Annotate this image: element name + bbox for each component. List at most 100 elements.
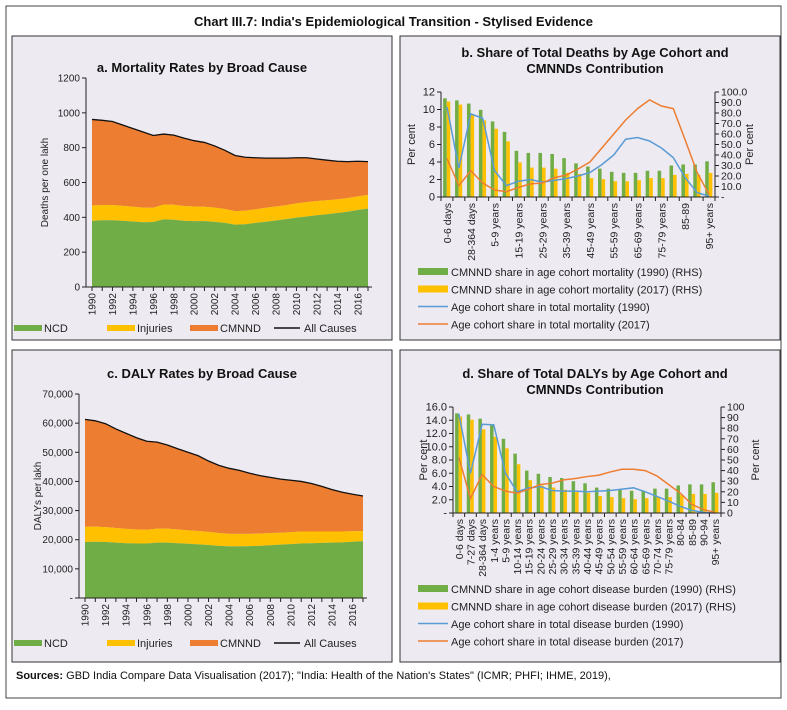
panel-d-right-tick-label: 10: [727, 497, 739, 509]
panel-d-x-tick-label: 30-34 years: [559, 519, 571, 574]
sources-note: Sources: GBD India Compare Data Visualis…: [16, 670, 611, 682]
panel-a-y-tick-label: 0: [74, 283, 80, 294]
panel-d-left-tick-label: 4.0: [432, 481, 447, 493]
panel-c-legend-swatch-cmnnd: [190, 640, 218, 646]
panel-d-bar-2017: [528, 480, 533, 513]
panel-b-left-tick-label: 12: [423, 87, 435, 99]
panel-d-x-tick-label: 50-54 years: [605, 519, 617, 574]
panel-b-bar-2017: [482, 120, 487, 197]
panel-d-legend-swatch: [418, 585, 448, 592]
panel-b-bar-1990: [681, 164, 685, 197]
panel-d-left-tick-label: 14.0: [426, 415, 447, 427]
panel-d-bar-1990: [606, 488, 611, 513]
panel-d-legend-label: Age cohort share in total disease burden…: [451, 637, 683, 649]
panel-b-bar-2017: [530, 167, 534, 197]
panel-c-legend-swatch-ncd: [14, 640, 42, 646]
panel-a-y-tick-label: 200: [63, 248, 80, 259]
panel-b-bar-1990: [693, 164, 697, 197]
panel-b-bar-2017: [577, 173, 582, 197]
panel-c-x-tick-label: 2014: [328, 604, 339, 627]
panel-c-x-tick-label: 2002: [204, 604, 215, 627]
panel-b-x-tick-label: 25-29 years: [537, 203, 549, 258]
panel-b-bar-2017: [589, 178, 594, 197]
panel-c-y-tick-label: 10,000: [42, 564, 73, 575]
panel-d-right-axis-label: Per cent: [750, 440, 762, 481]
panel-c-legend-label: CMNND: [220, 638, 261, 650]
panel-d-right-tick-label: 30: [727, 476, 739, 488]
panel-b-bar-1990: [466, 103, 471, 197]
panel-d-bar-2017: [679, 494, 684, 513]
panel-d-bar-1990: [676, 485, 680, 513]
panel-b-bar-1990: [657, 170, 662, 197]
panel-b-right-tick-label: 70.0: [721, 118, 742, 130]
panel-d-bar-2017: [668, 497, 672, 513]
panel-b-bar-2017: [494, 128, 498, 197]
panel-d-bar-2017: [621, 498, 626, 513]
panel-d-left-tick-label: 2.0: [432, 494, 447, 506]
panel-a-injuries-area: [92, 195, 368, 225]
panel-b-bar-2017: [553, 168, 558, 197]
panel-b-bar-1990: [645, 170, 650, 197]
panel-a-x-tick-label: 1998: [169, 293, 180, 316]
panel-a-y-tick-label: 600: [63, 178, 80, 189]
panel-b-legend-label: CMNND share in age cohort mortality (199…: [451, 267, 702, 279]
panel-d-x-tick-label: 10-14 years: [512, 519, 524, 574]
panel-a-x-tick-label: 2012: [312, 293, 323, 316]
panel-d-legend-swatch: [418, 602, 448, 610]
panel-a-x-tick-label: 2006: [251, 293, 262, 316]
panel-a-legend-label: CMNND: [220, 323, 261, 335]
panel-c-x-tick-label: 2006: [245, 604, 256, 627]
panel-d-bar-2017: [645, 498, 649, 513]
panel-b-legend-swatch: [418, 268, 448, 275]
panel-b-x-tick-label: 85-89: [680, 203, 692, 230]
panel-a-x-tick-label: 2010: [292, 293, 303, 316]
panel-a-legend-label: NCD: [44, 323, 68, 335]
panel-a-x-tick-label: 1992: [108, 293, 119, 316]
panel-a-all-causes-line: [91, 118, 369, 163]
panel-a-x-tick-label: 1996: [149, 293, 160, 316]
panel-d-legend-label: Age cohort share in total disease burden…: [451, 619, 683, 631]
panel-d-bar-2017: [551, 487, 556, 513]
panel-b-left-tick-label: 10: [423, 104, 435, 116]
panel-b-right-tick-label: -: [721, 192, 725, 204]
panel-d-bar-2017: [493, 436, 498, 513]
panel-b-right-tick-label: 30.0: [721, 160, 742, 172]
panel-d-bar-2017: [540, 485, 544, 513]
panel-b-left-tick-label: 6: [429, 139, 435, 151]
panel-d-bar-1990: [688, 484, 692, 513]
panel-b-bar-1990: [538, 152, 543, 197]
panel-a-y-axis-label: Deaths per one lakh: [40, 138, 51, 228]
panel-d-left-tick-label: 12.0: [426, 428, 447, 440]
panel-b-bar-2017: [661, 178, 665, 197]
panel-c-x-tick-label: 2008: [266, 604, 277, 627]
panel-d-x-tick-label: 35-39 years: [570, 519, 582, 574]
panel-c-y-axis-label: DALYs per lakh: [33, 462, 44, 531]
panel-d-x-tick-label: 75-79 years: [664, 519, 676, 574]
panel-b-bar-1990: [705, 161, 709, 197]
panel-a-legend-swatch-injuries: [107, 325, 135, 331]
panel-d-bar-1990: [699, 484, 704, 513]
panel-d-right-tick-label: 70: [727, 433, 739, 445]
panel-b-left-axis-label: Per cent: [406, 124, 418, 165]
panel-d-bar-1990: [571, 481, 576, 513]
panel-b-right-tick-label: 90.0: [721, 97, 742, 109]
panel-b-bar-2017: [696, 174, 701, 197]
panel-c-legend-label: All Causes: [304, 638, 357, 650]
panel-b-bar-2017: [649, 178, 653, 197]
panel-b-bar-1990: [443, 98, 447, 197]
panel-d-bar-1990: [525, 470, 529, 513]
panel-c-x-tick-label: 2004: [225, 604, 236, 627]
panel-a-x-tick-label: 2000: [190, 293, 201, 316]
panel-b-left-tick-label: 2: [429, 174, 435, 186]
panel-a-ncd-area: [92, 208, 368, 287]
panel-a-x-tick-label: 1994: [128, 293, 139, 316]
panel-b-left-tick-label: 0: [429, 192, 435, 204]
panel-d-bar-1990: [513, 453, 517, 513]
figure-border: [5, 5, 782, 699]
panel-b-x-tick-label: 65-69 years: [633, 203, 645, 258]
panel-b-bar-2017: [446, 101, 451, 197]
panel-d-right-tick-label: 50: [727, 455, 739, 467]
panel-c-x-tick-label: 1996: [142, 604, 153, 627]
panel-b-bar-2017: [613, 181, 618, 197]
panel-b-bar-2017: [565, 172, 570, 197]
